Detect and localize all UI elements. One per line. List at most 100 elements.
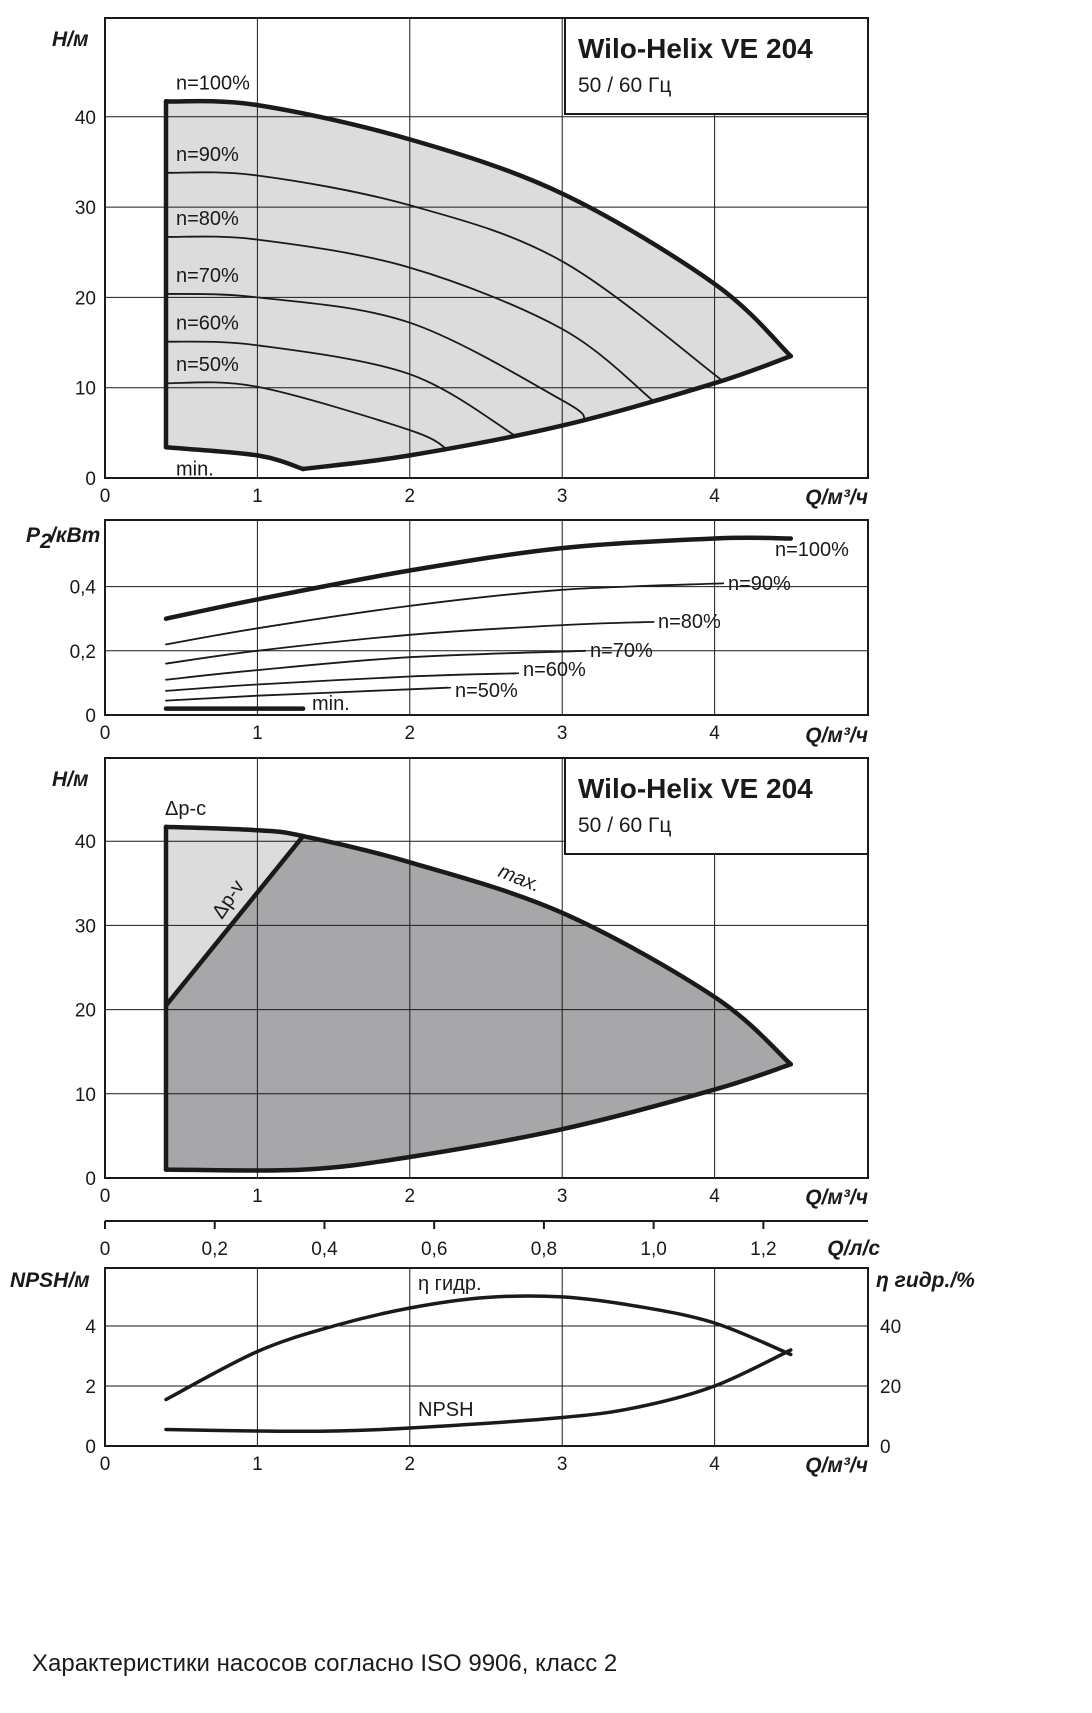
panel-3-x-tick: 4 xyxy=(709,1454,720,1475)
panel-3-y2-tick: 0 xyxy=(880,1437,891,1458)
panel-1-label-6: min. xyxy=(312,693,350,715)
panel-3-y2-tick: 20 xyxy=(880,1377,901,1398)
panel-3-curve-eta xyxy=(164,1294,793,1402)
panel-3-x-tick: 0 xyxy=(100,1454,111,1475)
panel-3-label-eta: η гидр. xyxy=(418,1273,482,1295)
panel-1-curve-0 xyxy=(163,535,794,621)
panel-2-title-box xyxy=(564,757,869,855)
panel-1-frame xyxy=(104,519,869,716)
panel-3-frame xyxy=(104,1267,869,1447)
panel-3-y2-tick: 40 xyxy=(880,1317,901,1338)
panel-2-y-tick: 40 xyxy=(75,832,96,853)
panel-0-x-tick: 0 xyxy=(100,486,111,507)
figure-caption: Характеристики насосов согласно ISO 9906… xyxy=(32,1650,618,1677)
panel-0-y-tick: 20 xyxy=(75,288,96,309)
panel-0-x-tick: 1 xyxy=(252,486,263,507)
panel-3-ylabel: NPSH/м xyxy=(10,1269,90,1292)
panel-1-label-0: n=100% xyxy=(775,539,849,561)
secondary-axis-tick: 0,6 xyxy=(421,1239,447,1260)
panel-0-curve-n=90% xyxy=(165,171,724,382)
panel-2-ylabel: H/м xyxy=(52,768,89,791)
panel-0-label-1: n=90% xyxy=(176,144,239,166)
panel-1-curve-4 xyxy=(165,672,518,692)
panel-1-curve-1 xyxy=(165,582,724,646)
secondary-axis-tick: 0,8 xyxy=(531,1239,557,1260)
panel-3-x-tick: 2 xyxy=(405,1454,416,1475)
panel-2-x-tick: 4 xyxy=(709,1186,720,1207)
panel-1-xlabel: Q/м³/ч xyxy=(805,724,868,747)
panel-0-xlabel: Q/м³/ч xyxy=(805,486,868,509)
panel-1-x-tick: 3 xyxy=(557,723,568,744)
panel-3-y-tick: 2 xyxy=(85,1377,96,1398)
panel-1-curve-3 xyxy=(165,649,586,681)
panel-0-y-tick: 30 xyxy=(75,198,96,219)
secondary-axis-tick: 0,4 xyxy=(311,1239,338,1260)
panel-0-label-3: n=70% xyxy=(176,265,239,287)
panel-0-operating-area xyxy=(166,101,791,469)
panel-0-label-6: min. xyxy=(176,458,214,480)
panel-1-x-tick: 1 xyxy=(252,723,263,744)
panel-1-x-tick: 2 xyxy=(405,723,416,744)
panel-1-label-1: n=90% xyxy=(728,573,791,595)
panel-1-y-tick: 0,4 xyxy=(70,578,97,599)
panel-1-x-tick: 0 xyxy=(100,723,111,744)
panel-1-label-4: n=60% xyxy=(523,659,586,681)
panel-1-label-2: n=80% xyxy=(658,611,721,633)
panel-2-curve-dpv xyxy=(163,833,306,1008)
panel-0-frame xyxy=(104,17,869,479)
panel-1-ylabel-p: P xyxy=(26,524,41,547)
secondary-axis-tick: 0 xyxy=(100,1239,111,1260)
panel-0-curve-n=80% xyxy=(165,235,655,403)
panel-0-title: Wilo-Helix VE 204 xyxy=(578,33,813,64)
panel-0-curve-min xyxy=(163,445,306,472)
panel-0-label-2: n=80% xyxy=(176,208,239,230)
secondary-axis-label: Q/л/с xyxy=(827,1237,880,1260)
panel-0-label-5: n=50% xyxy=(176,354,239,376)
panel-2-label-dpc: Δp-c xyxy=(165,798,206,820)
panel-2-x-tick: 3 xyxy=(557,1186,568,1207)
panel-3-x-tick: 1 xyxy=(252,1454,263,1475)
panel-2-curve-max xyxy=(163,824,794,1067)
secondary-axis-tick: 0,2 xyxy=(202,1239,228,1260)
panel-0-curve-bottom xyxy=(300,353,794,472)
panel-0-curve-max xyxy=(163,98,794,359)
panel-0-title-box xyxy=(564,17,869,115)
panel-0-curve-n=60% xyxy=(165,340,518,438)
panel-3-y-tick: 4 xyxy=(85,1317,96,1338)
panel-2-y-tick: 0 xyxy=(85,1169,96,1190)
panel-2-x-tick: 1 xyxy=(252,1186,263,1207)
panel-1-label-5: n=50% xyxy=(455,680,518,702)
panel-2-x-tick: 0 xyxy=(100,1186,111,1207)
panel-0-label-0: n=100% xyxy=(176,72,250,94)
panel-2-curve-bottom xyxy=(163,1062,794,1173)
panel-2-dpv-area xyxy=(165,836,791,1171)
panel-0-x-tick: 3 xyxy=(557,486,568,507)
panel-0-curve-n=70% xyxy=(165,292,586,421)
panel-1-y-tick: 0 xyxy=(85,706,96,727)
panel-2-x-tick: 2 xyxy=(405,1186,416,1207)
panel-3-x-tick: 3 xyxy=(557,1454,568,1475)
panel-2-y-tick: 20 xyxy=(75,1001,96,1022)
panel-2-y-tick: 10 xyxy=(75,1085,96,1106)
panel-0-label-4: n=60% xyxy=(176,313,239,335)
panel-2-frame xyxy=(104,757,869,1179)
panel-0-y-tick: 40 xyxy=(75,108,96,129)
secondary-axis-tick: 1,0 xyxy=(640,1239,666,1260)
panel-0-ylabel: H/м xyxy=(52,28,89,51)
panel-0-x-tick: 4 xyxy=(709,486,720,507)
panel-1-ylabel-unit: /кВт xyxy=(49,524,100,547)
panel-2-xlabel: Q/м³/ч xyxy=(805,1186,868,1209)
panel-0-x-tick: 2 xyxy=(405,486,416,507)
panel-0-curve-n=50% xyxy=(165,381,449,451)
panel-0-subtitle: 50 / 60 Гц xyxy=(578,74,671,97)
panel-1-ylabel-sub: 2 xyxy=(39,530,52,553)
panel-3-xlabel: Q/м³/ч xyxy=(805,1454,868,1477)
secondary-axis-tick: 1,2 xyxy=(750,1239,776,1260)
panel-1-x-tick: 4 xyxy=(709,723,720,744)
panel-3-ylabel-right: η гидр./% xyxy=(876,1269,975,1292)
panel-1-y-tick: 0,2 xyxy=(70,642,96,663)
panel-3-y-tick: 0 xyxy=(85,1437,96,1458)
panel-0-y-tick: 0 xyxy=(85,469,96,490)
panel-3-curve-npsh xyxy=(164,1348,793,1434)
